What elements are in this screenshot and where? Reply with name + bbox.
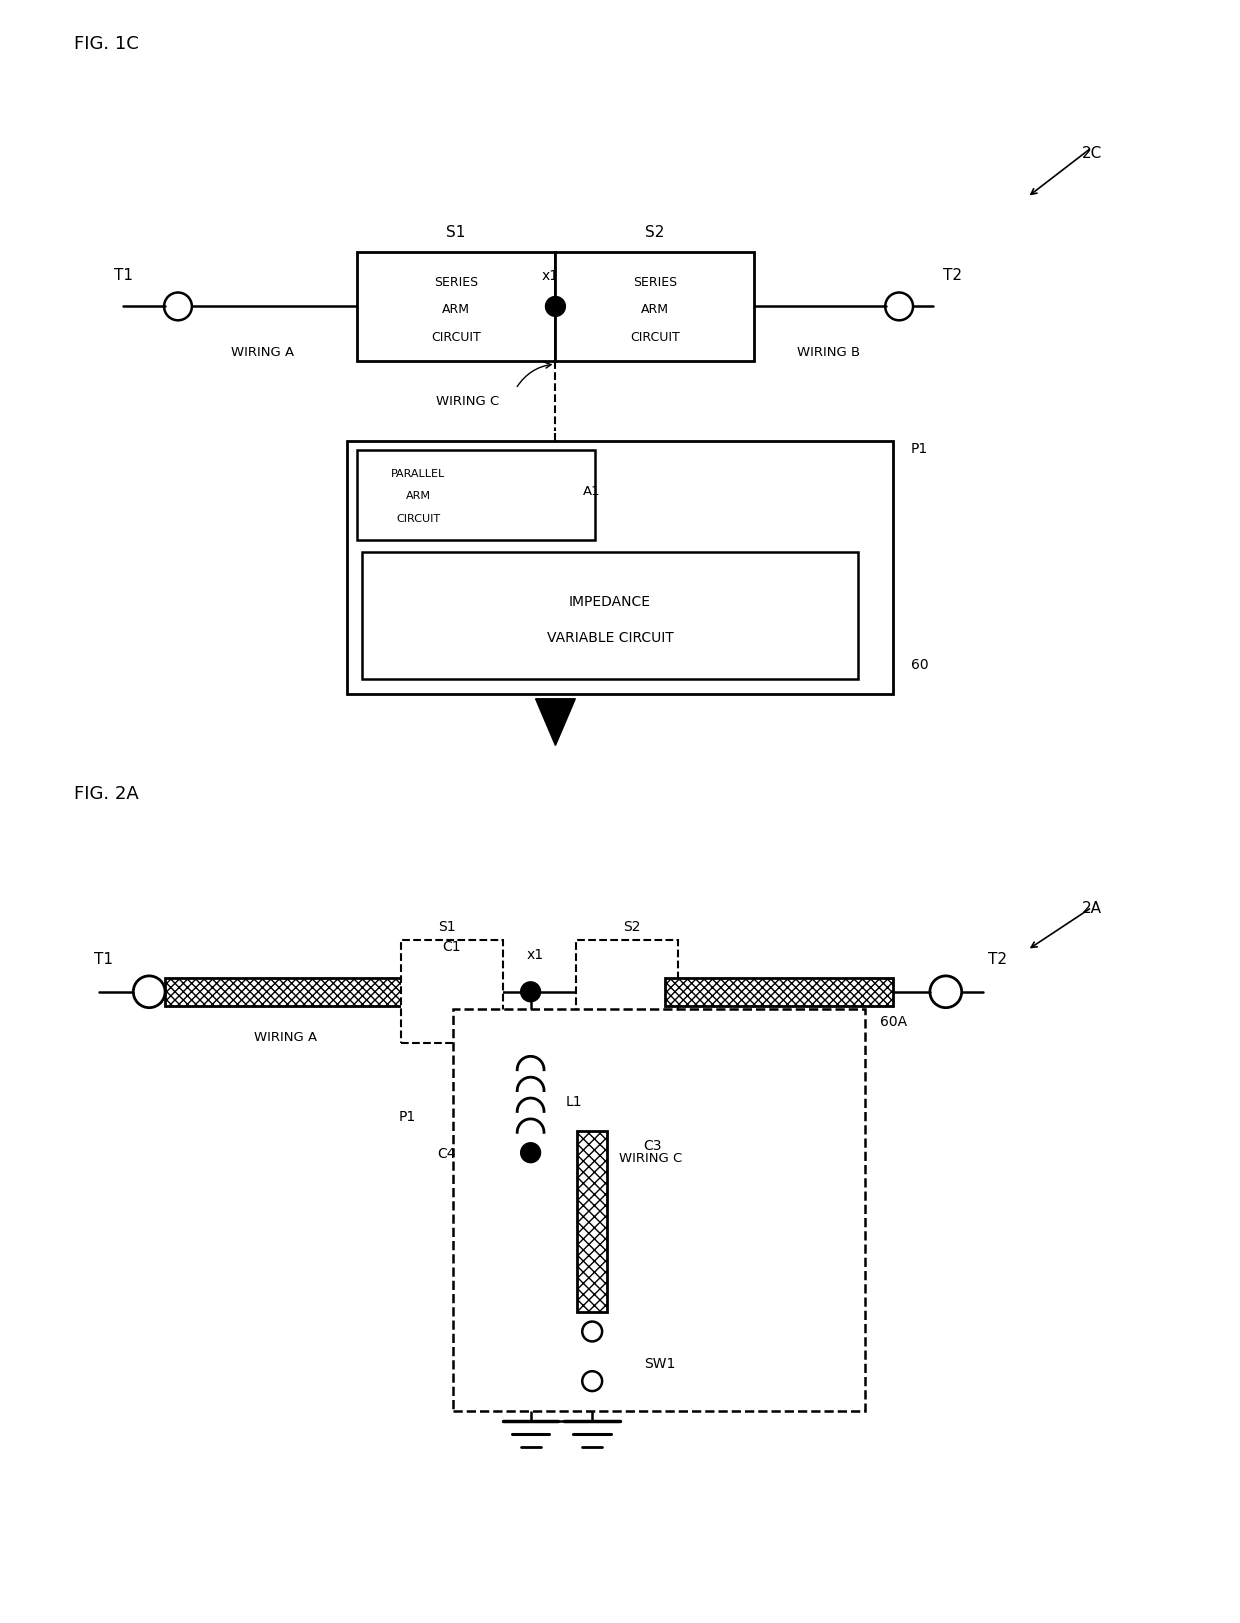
Bar	[362, 552, 858, 680]
Text: IMPEDANCE: IMPEDANCE	[569, 596, 651, 609]
Text: C3: C3	[642, 1138, 661, 1152]
Bar	[357, 451, 595, 540]
Bar	[556, 253, 754, 362]
Text: C4: C4	[436, 1146, 455, 1160]
Polygon shape	[536, 700, 575, 747]
Text: FIG. 1C: FIG. 1C	[73, 36, 139, 54]
Text: A1: A1	[583, 484, 601, 497]
Text: C2: C2	[609, 940, 627, 953]
Bar	[577, 941, 677, 1044]
Bar	[347, 441, 893, 695]
Text: SERIES: SERIES	[434, 276, 479, 289]
Text: x1: x1	[527, 948, 544, 961]
Text: PARALLEL: PARALLEL	[392, 469, 445, 479]
Bar	[357, 253, 556, 362]
Text: S1: S1	[439, 920, 456, 933]
Text: T1: T1	[93, 953, 113, 967]
Text: C1: C1	[441, 940, 460, 953]
Text: FIG. 2A: FIG. 2A	[73, 784, 139, 803]
Bar	[165, 979, 407, 1006]
Text: WIRING C: WIRING C	[619, 1151, 682, 1164]
Text: SW1: SW1	[644, 1357, 676, 1370]
Text: WIRING A: WIRING A	[254, 1031, 317, 1044]
Text: WIRING A: WIRING A	[231, 346, 294, 359]
Text: SERIES: SERIES	[632, 276, 677, 289]
Text: L1: L1	[565, 1094, 582, 1109]
Text: T2: T2	[944, 268, 962, 282]
Text: P1: P1	[911, 441, 929, 456]
Text: S2: S2	[624, 920, 641, 933]
Text: T2: T2	[988, 953, 1007, 967]
Bar	[665, 979, 893, 1006]
Text: WIRING C: WIRING C	[436, 394, 500, 407]
Circle shape	[521, 982, 541, 1001]
Bar	[402, 941, 502, 1044]
Bar	[578, 1131, 608, 1311]
Text: 60: 60	[911, 657, 929, 672]
Text: 2C: 2C	[1081, 146, 1102, 161]
Text: ARM: ARM	[443, 304, 470, 316]
Text: VARIABLE CIRCUIT: VARIABLE CIRCUIT	[547, 631, 673, 644]
Bar	[453, 1010, 866, 1410]
Text: x1: x1	[542, 268, 559, 282]
Text: 2A: 2A	[1081, 901, 1102, 915]
Text: WIRING B: WIRING B	[797, 346, 861, 359]
Text: S1: S1	[446, 226, 466, 240]
Text: CIRCUIT: CIRCUIT	[630, 331, 680, 344]
Text: T1: T1	[114, 268, 133, 282]
Text: CIRCUIT: CIRCUIT	[432, 331, 481, 344]
Text: ARM: ARM	[405, 490, 430, 502]
Text: S2: S2	[645, 226, 665, 240]
Text: WIRING B: WIRING B	[748, 1031, 811, 1044]
Circle shape	[546, 297, 565, 316]
Circle shape	[521, 1143, 541, 1164]
Text: CIRCUIT: CIRCUIT	[397, 513, 440, 524]
Text: P1: P1	[398, 1109, 415, 1123]
Text: ARM: ARM	[641, 304, 668, 316]
Text: 60A: 60A	[880, 1014, 908, 1027]
